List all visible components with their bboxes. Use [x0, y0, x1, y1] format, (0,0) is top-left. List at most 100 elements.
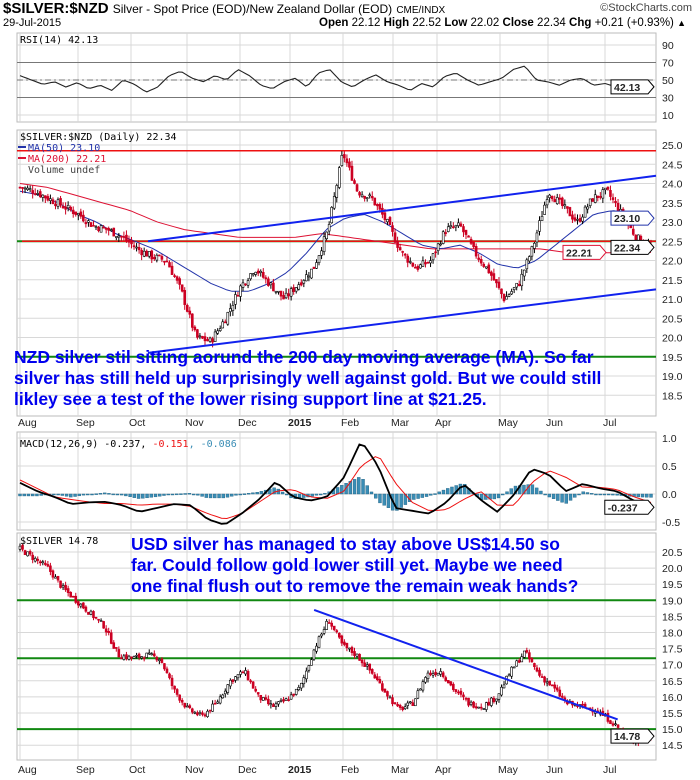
nzd-price-candle: [434, 251, 437, 254]
usd-price-candle: [272, 704, 275, 707]
usd-price-candle: [454, 689, 458, 692]
usd-price-candle: [322, 629, 326, 634]
trendline-lower: [147, 288, 657, 354]
usd-price-candle: [33, 557, 37, 562]
nzd-price-candle: [84, 222, 88, 225]
nzd-price-candle: [51, 199, 55, 205]
symbol-title: $SILVER:$NZD Silver - Spot Price (EOD)/N…: [3, 0, 445, 17]
nzd-price-candle: [553, 199, 557, 203]
nzd-price-candle: [601, 189, 605, 199]
nzd-price-candle: [421, 260, 425, 267]
x-tick-label: Jun: [546, 417, 563, 429]
nzd-price-candle: [193, 326, 197, 331]
x-tick-label: Oct: [129, 417, 145, 429]
nzd-price-candle: [71, 209, 75, 215]
usd-price-candle: [444, 677, 448, 682]
macd-histogram-bar: [69, 493, 73, 498]
nzd-price-candle: [517, 283, 521, 287]
macd-histogram-bar: [501, 493, 505, 496]
macd-histogram-bar: [446, 488, 450, 495]
usd-price-candle: [548, 680, 551, 686]
usd-price-candle: [142, 657, 146, 660]
usd-price-candle: [87, 611, 90, 615]
nzd-price-candle: [135, 246, 138, 249]
x-tick-label: Dec: [238, 764, 257, 776]
usd-price-candle: [239, 671, 242, 675]
usd-price-candle: [234, 676, 237, 681]
macd-histogram-bar: [119, 493, 124, 496]
nzd-price-candle: [145, 250, 149, 257]
usd-price-candle: [226, 684, 230, 693]
nzd-price-candle: [289, 288, 293, 297]
usd-price-candle: [173, 685, 176, 690]
y-tick-label: 20.0: [662, 563, 683, 575]
nzd-price-candle: [112, 227, 116, 237]
usd-price-candle: [495, 698, 498, 702]
nzd-price-candle: [114, 236, 118, 238]
macd-histogram-bar: [170, 493, 175, 496]
macd-histogram-bar: [98, 493, 103, 495]
usd-price-candle: [502, 684, 506, 689]
usd-annotation-line: far. Could follow gold lower still yet. …: [131, 555, 563, 575]
x-tick-label: Mar: [391, 417, 410, 429]
usd-price-candle: [193, 712, 197, 714]
usd-price-candle: [66, 588, 70, 593]
nzd-price-candle: [343, 154, 346, 159]
x-tick-label: Apr: [435, 417, 452, 429]
rsi-last-label-box: [610, 79, 655, 95]
nzd-price-candle: [188, 310, 192, 315]
nzd-price-candle: [588, 198, 592, 206]
nzd-price-candle: [419, 264, 422, 269]
nzd-last-label: 22.34: [614, 242, 640, 254]
usd-price-candle: [279, 699, 283, 702]
usd-price-candle: [327, 622, 331, 624]
nzd-price-candle: [173, 275, 176, 277]
usd-price-candle: [530, 657, 534, 663]
usd-annotation-line: one final flush out to remove the remain…: [131, 576, 579, 596]
usd-price-candle: [353, 651, 356, 656]
usd-price-candle: [99, 620, 103, 622]
usd-price-candle: [553, 684, 557, 689]
nzd-price-candle: [482, 263, 486, 267]
nzd-price-candle: [294, 287, 298, 292]
nzd-price-candle: [492, 273, 496, 281]
macd-histogram-bar: [26, 493, 31, 497]
nzd-price-candle: [256, 270, 260, 274]
macd-histogram-bar: [577, 493, 581, 496]
nzd-price-candle: [571, 214, 574, 220]
usd-price-candle: [251, 681, 255, 689]
usd-price-candle: [185, 705, 189, 708]
usd-price-candle: [59, 580, 62, 588]
macd-legend: MACD(12,26,9) -0.237, -0.151, -0.086: [20, 439, 237, 450]
nzd-price-candle: [370, 195, 374, 199]
macd-histogram-bar: [352, 479, 357, 495]
usd-price-candle: [535, 667, 539, 672]
macd-histogram-bar: [255, 492, 259, 495]
macd-histogram-bar: [568, 493, 573, 501]
usd-price-candle: [317, 636, 321, 648]
low-value: 22.02: [470, 17, 500, 29]
usd-price-candle: [264, 697, 268, 700]
nzd-price-candle: [490, 271, 493, 276]
nzd-price-candle: [591, 198, 595, 202]
y-tick-label: 22.5: [662, 236, 683, 248]
macd-histogram-bar: [73, 493, 77, 497]
usd-price-candle: [429, 672, 432, 675]
usd-price-candle: [294, 688, 298, 695]
usd-price-candle: [479, 706, 483, 709]
macd-histogram-bar: [251, 492, 255, 495]
usd-price-candle: [383, 688, 387, 693]
macd-histogram-bar: [187, 493, 192, 495]
nzd-price-candle: [249, 273, 252, 280]
usd-price-candle: [74, 595, 78, 603]
usd-price-candle: [614, 723, 617, 726]
usd-price-candle: [611, 723, 615, 726]
macd-histogram-bar: [18, 493, 22, 497]
usd-price-candle: [350, 647, 354, 653]
usd-price-candle: [340, 635, 344, 644]
usd-price-candle: [299, 682, 303, 689]
usd-price-candle: [348, 647, 351, 650]
usd-price-candle: [82, 602, 85, 609]
macd-histogram-bar: [285, 493, 289, 496]
macd-histogram-bar: [640, 493, 645, 498]
